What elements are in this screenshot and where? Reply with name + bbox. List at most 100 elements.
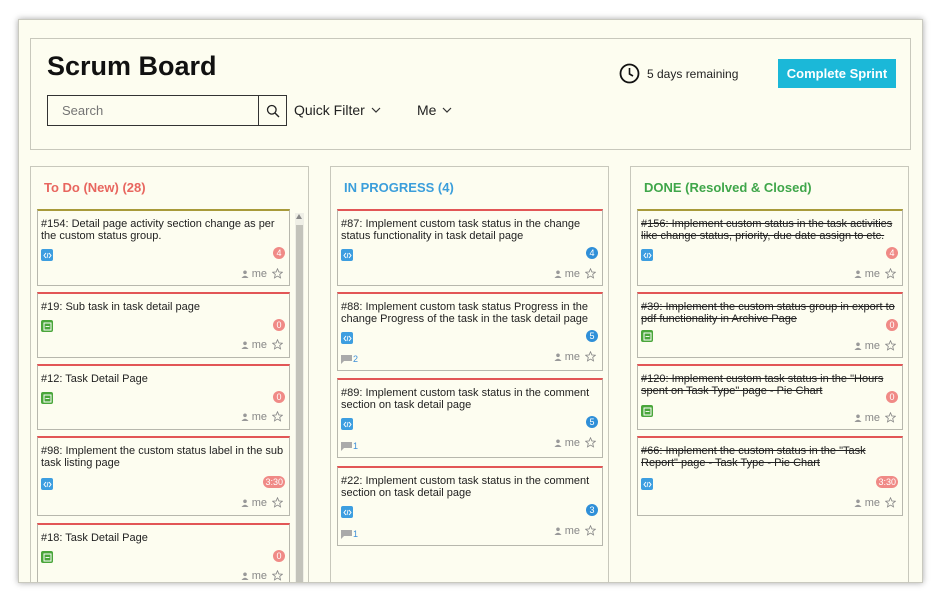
assignee-name: me — [251, 411, 267, 423]
estimate-badge: 0 — [273, 391, 285, 403]
code-icon — [341, 418, 353, 430]
task-card[interactable]: #120: Implement custom task status in th… — [637, 364, 903, 430]
assignee-name: me — [251, 497, 267, 509]
star-icon[interactable] — [885, 497, 896, 508]
assignee-name: me — [251, 268, 267, 280]
comment-count: 2 — [353, 354, 359, 364]
scrollbar-thumb[interactable] — [296, 225, 303, 582]
assignee[interactable]: me — [554, 437, 580, 449]
search-input[interactable] — [48, 97, 256, 124]
column-scrollbar[interactable] — [295, 213, 304, 582]
task-card[interactable]: #89: Implement custom task status in the… — [337, 378, 603, 458]
estimate-badge: 5 — [586, 416, 598, 428]
star-icon[interactable] — [885, 268, 896, 279]
me-filter-label: Me — [417, 102, 437, 118]
assignee[interactable]: me — [854, 412, 880, 424]
clock-icon — [619, 63, 640, 84]
assignee-name: me — [864, 268, 880, 280]
assignee[interactable]: me — [554, 351, 580, 363]
assignee[interactable]: me — [554, 525, 580, 537]
column-todo: To Do (New) (28) #154: Detail page activ… — [30, 166, 309, 582]
code-icon — [41, 249, 53, 261]
assignee-name: me — [251, 570, 267, 582]
user-icon — [854, 270, 862, 278]
user-icon — [241, 341, 249, 349]
assignee[interactable]: me — [554, 268, 580, 280]
star-icon[interactable] — [272, 570, 283, 581]
star-icon[interactable] — [272, 497, 283, 508]
task-title: #18: Task Detail Page — [41, 532, 148, 544]
assignee[interactable]: me — [241, 570, 267, 582]
assignee[interactable]: me — [241, 497, 267, 509]
assignee-name: me — [564, 525, 580, 537]
star-icon[interactable] — [585, 437, 596, 448]
comment-count: 1 — [353, 529, 359, 539]
scrum-board-window: Scrum Board Quick Filter Me 5 days remai… — [18, 19, 923, 583]
assignee[interactable]: me — [241, 268, 267, 280]
task-card[interactable]: #87: Implement custom task status in the… — [337, 209, 603, 286]
estimate-badge: 4 — [273, 247, 285, 259]
task-title: #39: Implement the custom status group i… — [641, 301, 895, 325]
assignee-name: me — [251, 339, 267, 351]
assignee-name: me — [564, 351, 580, 363]
code-icon — [641, 478, 653, 490]
star-icon[interactable] — [272, 411, 283, 422]
column-in-progress: IN PROGRESS (4) #87: Implement custom ta… — [330, 166, 609, 582]
comments-count[interactable]: 1 — [341, 529, 358, 539]
me-filter-dropdown[interactable]: Me — [417, 102, 452, 118]
task-card[interactable]: #18: Task Detail Page 0 me — [37, 523, 290, 582]
task-title: #12: Task Detail Page — [41, 373, 148, 385]
assignee[interactable]: me — [241, 411, 267, 423]
user-icon — [241, 413, 249, 421]
code-icon — [341, 249, 353, 261]
assignee-name: me — [564, 268, 580, 280]
complete-sprint-button[interactable]: Complete Sprint — [778, 59, 896, 88]
estimate-badge: 3:30 — [263, 476, 285, 488]
star-icon[interactable] — [585, 351, 596, 362]
subtask-icon — [641, 405, 653, 417]
task-card[interactable]: #22: Implement custom task status in the… — [337, 466, 603, 546]
code-icon — [641, 249, 653, 261]
assignee-name: me — [864, 412, 880, 424]
star-icon[interactable] — [585, 525, 596, 536]
task-card[interactable]: #66: Implement the custom status in the … — [637, 436, 903, 516]
search-icon — [266, 104, 279, 117]
scroll-up-arrow[interactable] — [296, 214, 302, 219]
remaining-text: 5 days remaining — [647, 66, 739, 81]
estimate-badge: 3 — [586, 504, 598, 516]
assignee[interactable]: me — [854, 268, 880, 280]
estimate-badge: 0 — [273, 319, 285, 331]
board-header: Scrum Board Quick Filter Me 5 days remai… — [30, 38, 911, 150]
task-card[interactable]: #12: Task Detail Page 0 me — [37, 364, 290, 430]
user-icon — [241, 499, 249, 507]
code-icon — [341, 332, 353, 344]
star-icon[interactable] — [585, 268, 596, 279]
task-card[interactable]: #156: Implement custom status in the tas… — [637, 209, 903, 286]
column-done: DONE (Resolved & Closed) #156: Implement… — [630, 166, 909, 582]
comments-count[interactable]: 2 — [341, 354, 358, 364]
comments-count[interactable]: 1 — [341, 441, 358, 451]
assignee[interactable]: me — [854, 497, 880, 509]
task-card[interactable]: #19: Sub task in task detail page 0 me — [37, 292, 290, 358]
estimate-badge: 0 — [273, 550, 285, 562]
task-title: #66: Implement the custom status in the … — [641, 445, 866, 469]
task-title: #89: Implement custom task status in the… — [341, 387, 590, 411]
star-icon[interactable] — [272, 268, 283, 279]
task-card[interactable]: #98: Implement the custom status label i… — [37, 436, 290, 516]
star-icon[interactable] — [885, 340, 896, 351]
star-icon[interactable] — [885, 412, 896, 423]
subtask-icon — [641, 330, 653, 342]
quick-filter-dropdown[interactable]: Quick Filter — [294, 102, 381, 118]
assignee[interactable]: me — [241, 339, 267, 351]
task-card[interactable]: #88: Implement custom task status Progre… — [337, 292, 603, 371]
task-card[interactable]: #39: Implement the custom status group i… — [637, 292, 903, 358]
assignee[interactable]: me — [854, 340, 880, 352]
task-card[interactable]: #154: Detail page activity section chang… — [37, 209, 290, 286]
user-icon — [241, 270, 249, 278]
estimate-badge: 0 — [886, 319, 898, 331]
search-button[interactable] — [258, 95, 287, 126]
task-title: #120: Implement custom task status in th… — [641, 373, 884, 397]
estimate-badge: 5 — [586, 330, 598, 342]
subtask-icon — [41, 551, 53, 563]
star-icon[interactable] — [272, 339, 283, 350]
